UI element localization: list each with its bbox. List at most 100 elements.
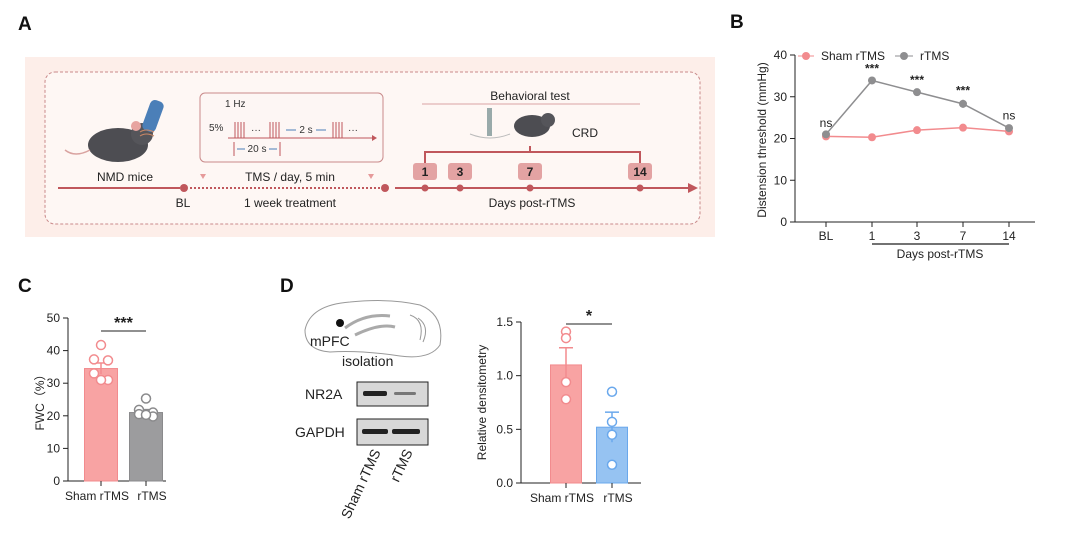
individual-data-point: [606, 459, 618, 471]
panel-label-b: B: [730, 12, 744, 33]
y-tick-label: 50: [47, 311, 61, 325]
legend-marker-rtms: [900, 52, 908, 60]
interval-label: 2 s: [299, 125, 312, 136]
significance-label: ***: [114, 315, 133, 332]
day-label-7: 7: [527, 165, 534, 179]
individual-data-point: [560, 394, 572, 405]
lane-label-sham: Sham rTMS: [338, 447, 384, 521]
dots-1: ···: [251, 125, 261, 136]
individual-data-point: [102, 355, 114, 366]
legend-marker-sham: [802, 52, 810, 60]
data-point: [913, 88, 921, 97]
band-gapdh-sham: [362, 429, 388, 434]
individual-data-point: [95, 339, 107, 351]
y-tick-label: 10: [774, 173, 788, 187]
timeline-dot-bl: [180, 184, 188, 192]
individual-data-point: [606, 416, 618, 428]
week-treatment-label: 1 week treatment: [244, 196, 337, 210]
individual-data-point: [140, 393, 152, 404]
data-point: [822, 130, 830, 139]
timeline-dot-day-7: [526, 184, 534, 192]
individual-data-point: [140, 409, 152, 421]
blot-row-label-gapdh: GAPDH: [295, 424, 345, 440]
mpfc-label: mPFC: [310, 333, 350, 349]
y-tick-label: 30: [47, 376, 61, 390]
day-markers: 1 3 7 14: [413, 163, 652, 192]
y-tick-label: 0: [780, 215, 787, 229]
y-axis-label: Relative densitometry: [475, 345, 489, 460]
data-point: [913, 126, 921, 135]
data-point: [959, 123, 967, 132]
y-tick-label: 0.0: [496, 476, 513, 490]
band-nr2a-sham: [363, 391, 387, 396]
band-nr2a-rtms: [394, 392, 416, 395]
y-tick-label: 0.5: [496, 422, 513, 436]
x-tick-label: 14: [1002, 229, 1016, 243]
train-duration-label: 20 s: [248, 144, 267, 155]
timeline-dot-end-treatment: [381, 184, 389, 192]
y-tick-label: 0: [53, 474, 60, 488]
days-bracket: [424, 146, 641, 163]
crd-label: CRD: [572, 126, 598, 140]
y-axis-label: Distension threshold (mmHg): [755, 62, 769, 217]
legend-label-sham: Sham rTMS: [821, 49, 885, 63]
x-axis-label: Days post-rTMS: [897, 247, 984, 261]
lane-label-rtms: rTMS: [387, 447, 416, 485]
crd-mouse-illustration: [469, 108, 555, 139]
significance-label: ***: [956, 84, 970, 98]
days-post-rtms-label: Days post-rTMS: [489, 196, 576, 210]
bar-sham: [84, 368, 118, 482]
tms-day-label: TMS / day, 5 min: [245, 170, 335, 184]
significance-label: ***: [865, 62, 879, 76]
x-tick-label: rTMS: [137, 489, 166, 503]
individual-data-point: [95, 374, 107, 386]
x-tick-label: 1: [869, 229, 876, 243]
dots-2: ···: [348, 125, 358, 136]
timeline-dot-day-1: [421, 184, 429, 192]
individual-data-point: [560, 332, 572, 344]
day-label-14: 14: [633, 165, 647, 179]
chart-c-fwc: 0 10 20 30 40 50 Sham rTMS rTMS *** FWC（%）: [33, 311, 167, 503]
significance-label: ns: [1003, 109, 1016, 123]
y-axis-label: FWC（%）: [33, 369, 47, 431]
individual-data-point: [88, 354, 100, 365]
intensity-label: 5%: [209, 123, 224, 134]
data-point: [1005, 124, 1013, 133]
isolation-label: isolation: [342, 353, 393, 369]
data-point: [868, 76, 876, 85]
day-label-3: 3: [457, 165, 464, 179]
panel-label-c: C: [18, 276, 32, 297]
panel-label-d: D: [280, 276, 294, 297]
individual-data-point: [606, 429, 618, 440]
y-tick-label: 1.5: [496, 315, 513, 329]
individual-data-point: [560, 376, 572, 388]
mouse-with-coil-illustration: [64, 99, 164, 162]
y-tick-label: 1.0: [496, 369, 513, 383]
bl-label: BL: [176, 196, 191, 210]
y-tick-label: 20: [47, 409, 61, 423]
chart-d-densitometry: 0.0 0.5 1.0 1.5 Sham rTMS rTMS * Relative densi…: [475, 308, 641, 505]
significance-label: ***: [910, 73, 924, 87]
panel-label-a: A: [18, 14, 32, 35]
x-tick-label: Sham rTMS: [530, 491, 594, 505]
day-box-14: [628, 163, 652, 180]
x-tick-label: 7: [960, 229, 967, 243]
data-point: [868, 133, 876, 142]
x-tick-label: BL: [819, 229, 834, 243]
y-tick-label: 10: [47, 441, 61, 455]
bar-rtms: [129, 412, 163, 482]
timeline-dot-day-3: [456, 184, 464, 192]
mpfc-marker: [336, 319, 344, 327]
significance-label: *: [586, 308, 593, 325]
data-point: [959, 99, 967, 108]
legend-label-rtms: rTMS: [920, 49, 949, 63]
significance-label: ns: [820, 116, 833, 130]
individual-data-point: [606, 386, 618, 398]
x-tick-label: 3: [914, 229, 921, 243]
individual-data-point: [88, 368, 100, 379]
day-box-7: [518, 163, 542, 180]
panel-a-diagram: NMD mice BL TMS / day, 5 min 1 week trea…: [25, 57, 715, 237]
day-box-1: [413, 163, 437, 180]
y-tick-label: 40: [47, 344, 61, 358]
